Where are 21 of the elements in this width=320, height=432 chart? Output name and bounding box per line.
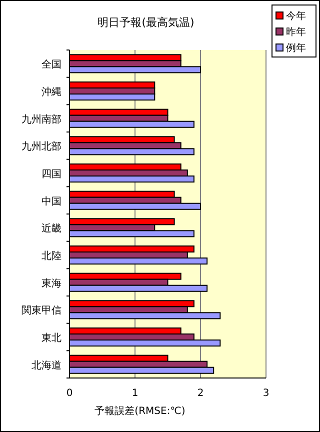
- x-tick-label: 1: [132, 388, 138, 399]
- legend-label: 今年: [286, 10, 306, 22]
- legend-label: 昨年: [286, 26, 306, 38]
- y-tick-label: 中国: [42, 195, 62, 208]
- legend-label: 例年: [286, 42, 306, 54]
- chart-title: 明日予報(最高気温): [98, 16, 194, 29]
- y-tick-label: 九州北部: [22, 140, 62, 153]
- y-tick-label: 関東甲信: [22, 304, 62, 317]
- y-tick-label: 沖縄: [42, 86, 62, 98]
- y-tick-label: 九州南部: [22, 113, 62, 126]
- x-tick-label: 3: [262, 388, 270, 399]
- y-tick-label: 北陸: [42, 250, 62, 262]
- x-tick-label: 0: [66, 388, 73, 399]
- x-axis-title: 予報誤差(RMSE:℃): [94, 405, 186, 417]
- y-tick-label: 東北: [42, 332, 62, 344]
- x-tick-label: 2: [197, 388, 204, 399]
- y-tick-label: 近畿: [42, 222, 62, 235]
- y-tick-label: 四国: [42, 169, 62, 180]
- y-tick-label: 全国: [42, 58, 62, 71]
- y-tick-label: 北海道: [32, 359, 62, 372]
- y-tick-label: 東海: [42, 277, 62, 290]
